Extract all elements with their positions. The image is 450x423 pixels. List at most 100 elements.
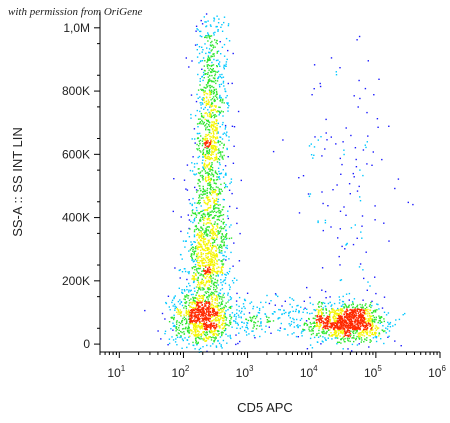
data-point [203,231,205,234]
data-point [378,335,380,337]
data-point [208,314,210,316]
data-point [202,241,205,243]
data-point [198,319,201,321]
data-point [202,313,204,315]
data-point [195,216,197,218]
data-point [214,233,216,236]
data-point [198,200,200,202]
data-point [329,311,331,313]
data-point [305,322,307,325]
y-tick-label: 0 [83,337,90,351]
data-point [195,224,197,227]
data-point [207,67,209,69]
data-point [254,337,256,339]
data-point [353,315,355,317]
data-point [387,325,389,328]
data-point [323,325,325,327]
data-point [223,330,225,332]
data-point [314,309,317,311]
data-point [319,315,321,317]
data-point [223,206,225,208]
data-point [362,309,365,311]
data-point [216,71,219,73]
data-point [310,333,313,336]
data-point [322,301,324,304]
data-point [189,329,192,331]
data-point [198,246,200,248]
data-point [360,306,362,308]
data-point [209,183,212,186]
data-point [338,309,340,311]
data-point [207,199,209,201]
data-point [360,315,362,317]
data-point [203,321,205,323]
data-point [205,319,207,321]
data-point [372,311,375,313]
data-point [223,311,226,314]
data-point [331,307,333,310]
data-point [210,90,212,93]
data-point [180,230,182,233]
data-point [210,285,212,288]
data-point [214,95,217,97]
data-point [201,51,203,53]
data-point [227,217,229,220]
data-point [333,319,335,321]
data-point [184,305,186,307]
data-point [308,318,310,320]
data-point [233,126,236,128]
data-point [194,269,196,271]
data-point [314,315,317,317]
data-point [199,318,201,320]
data-point [194,225,197,227]
data-point [209,232,211,234]
data-point [187,232,189,234]
data-point [254,322,257,324]
data-point [199,256,201,258]
data-point [181,271,184,273]
data-point [203,307,205,310]
data-point [219,289,222,291]
data-point [198,243,200,246]
data-point [342,333,344,335]
data-point [272,320,275,322]
data-point [200,336,202,338]
data-point [207,239,209,242]
data-point [209,35,212,37]
data-point [212,292,214,294]
data-point [211,162,213,164]
data-point [301,330,303,333]
data-point [363,318,366,321]
data-point [214,320,216,322]
data-point [168,342,171,345]
data-point [366,326,369,329]
data-point [213,341,215,343]
data-point [216,157,218,159]
data-point [217,233,219,235]
data-point [202,185,204,188]
data-point [366,324,368,326]
data-point [220,324,223,326]
data-point [238,310,241,312]
data-point [376,118,379,120]
data-point [351,320,353,322]
data-point [207,218,209,220]
data-point [358,266,361,268]
data-point [191,246,194,248]
data-point [371,324,373,327]
data-point [338,302,341,304]
data-point [199,219,201,221]
data-point [212,274,215,276]
data-point [196,43,198,46]
data-point [198,265,201,267]
data-point [211,236,213,238]
data-point [356,304,359,306]
data-point [198,300,200,302]
data-point [190,289,192,291]
data-point [213,58,215,61]
data-point [236,207,238,209]
data-point [354,327,356,329]
data-point [199,202,201,204]
data-point [220,267,222,269]
data-point [198,46,201,48]
